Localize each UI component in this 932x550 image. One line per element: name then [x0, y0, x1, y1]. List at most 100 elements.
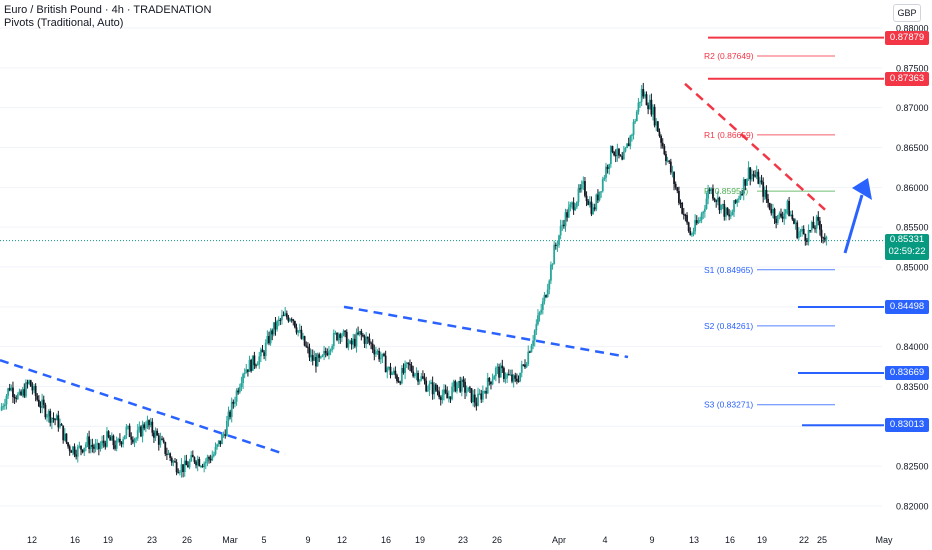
candle-body: [530, 345, 533, 353]
candle-body: [148, 420, 150, 426]
candle-body: [571, 202, 573, 205]
candle-body: [10, 387, 13, 391]
candle-body: [742, 179, 745, 195]
candle-body: [451, 386, 453, 400]
candlesticks: [0, 82, 828, 478]
currency-badge[interactable]: GBP: [893, 4, 921, 22]
candle-body: [687, 222, 690, 232]
candle-body: [355, 332, 358, 347]
candle-body: [101, 440, 103, 446]
candle-body: [778, 213, 781, 216]
candle-body: [750, 174, 753, 180]
candle-body: [538, 312, 541, 316]
price-tag-support: 0.83669: [885, 366, 929, 381]
candle-body: [707, 189, 709, 199]
candle-body: [20, 391, 22, 396]
y-tick-label: 0.85000: [896, 263, 929, 273]
candle-body: [806, 240, 808, 242]
candle-body: [585, 195, 588, 201]
candle-body: [700, 213, 703, 221]
candle-body: [164, 442, 167, 454]
x-tick-label: Mar: [222, 535, 238, 545]
candle-body: [767, 198, 769, 203]
candle-body: [55, 415, 58, 421]
candle-body: [781, 216, 784, 219]
candle-body: [825, 236, 828, 240]
candle-body: [279, 319, 282, 321]
candle-body: [391, 373, 394, 375]
candle-body: [514, 375, 517, 379]
candle-body: [259, 349, 262, 357]
x-tick-label: Apr: [552, 535, 566, 545]
candle-body: [527, 351, 530, 365]
candle-body: [546, 289, 549, 297]
candle-body: [222, 434, 225, 436]
candle-body: [809, 230, 812, 232]
candle-body: [216, 444, 219, 447]
candle-body: [496, 366, 499, 369]
candle-body: [157, 435, 160, 445]
candle-body: [294, 321, 296, 328]
candle-body: [187, 465, 189, 468]
candle-body: [219, 440, 222, 445]
candle-body: [277, 319, 280, 322]
candle-body: [183, 460, 186, 473]
candle-body: [773, 208, 776, 219]
candle-body: [488, 378, 491, 382]
candle-body: [759, 180, 761, 184]
candle-body: [316, 354, 319, 367]
candle-body: [807, 230, 810, 242]
candle-body: [99, 445, 102, 450]
candle-body: [340, 335, 343, 338]
y-tick-label: 0.86500: [896, 143, 929, 153]
time-axis[interactable]: 12 16 19 23 26 Mar 5 9 12 16 19 23 26 Apr 4 9 13 16 19 22 25…: [27, 535, 893, 545]
candle-body: [8, 388, 11, 391]
candle-body: [303, 336, 306, 346]
candle-body: [310, 355, 313, 358]
candle-body: [153, 432, 155, 438]
trendlines[interactable]: [0, 82, 826, 456]
candle-body: [384, 355, 387, 373]
x-tick-label: 5: [261, 535, 266, 545]
x-tick-label: 23: [147, 535, 157, 545]
candle-body: [425, 380, 428, 392]
candle-body: [580, 183, 583, 190]
candle-body: [315, 356, 317, 367]
candle-body: [363, 336, 366, 344]
candle-body: [734, 200, 737, 203]
candle-body: [694, 220, 697, 232]
candle-body: [579, 188, 581, 190]
candle-body: [605, 166, 607, 178]
candle-body: [567, 207, 570, 218]
candle-body: [588, 201, 591, 205]
candle-body: [167, 453, 170, 455]
indicator-title[interactable]: Pivots (Traditional, Auto): [4, 17, 124, 29]
symbol-title[interactable]: Euro / British Pound · 4h · TRADENATION: [4, 4, 212, 16]
candle-body: [522, 364, 525, 366]
candle-body: [814, 228, 816, 230]
candle-body: [660, 136, 663, 143]
candle-body: [261, 349, 264, 353]
candle-body: [208, 457, 210, 459]
candle-body: [115, 440, 118, 449]
candle-body: [266, 335, 269, 343]
candle-body: [686, 215, 688, 223]
candle-body: [203, 463, 206, 468]
candle-body: [619, 155, 622, 157]
candle-body: [783, 213, 786, 219]
candle-body: [172, 461, 175, 463]
candle-body: [89, 444, 92, 450]
candle-body: [225, 420, 228, 436]
candle-body: [302, 336, 304, 339]
candle-body: [671, 172, 674, 174]
forecast-arrow[interactable]: [843, 178, 872, 254]
candle-body: [752, 174, 755, 176]
candle-body: [676, 187, 679, 191]
price-axis[interactable]: 0.820000.825000.830000.835000.840000.845…: [896, 24, 929, 512]
candle-body: [34, 385, 37, 396]
candle-body: [776, 215, 779, 224]
candle-body: [441, 394, 444, 401]
y-tick-label: 0.82500: [896, 462, 929, 472]
candle-body: [237, 390, 240, 393]
